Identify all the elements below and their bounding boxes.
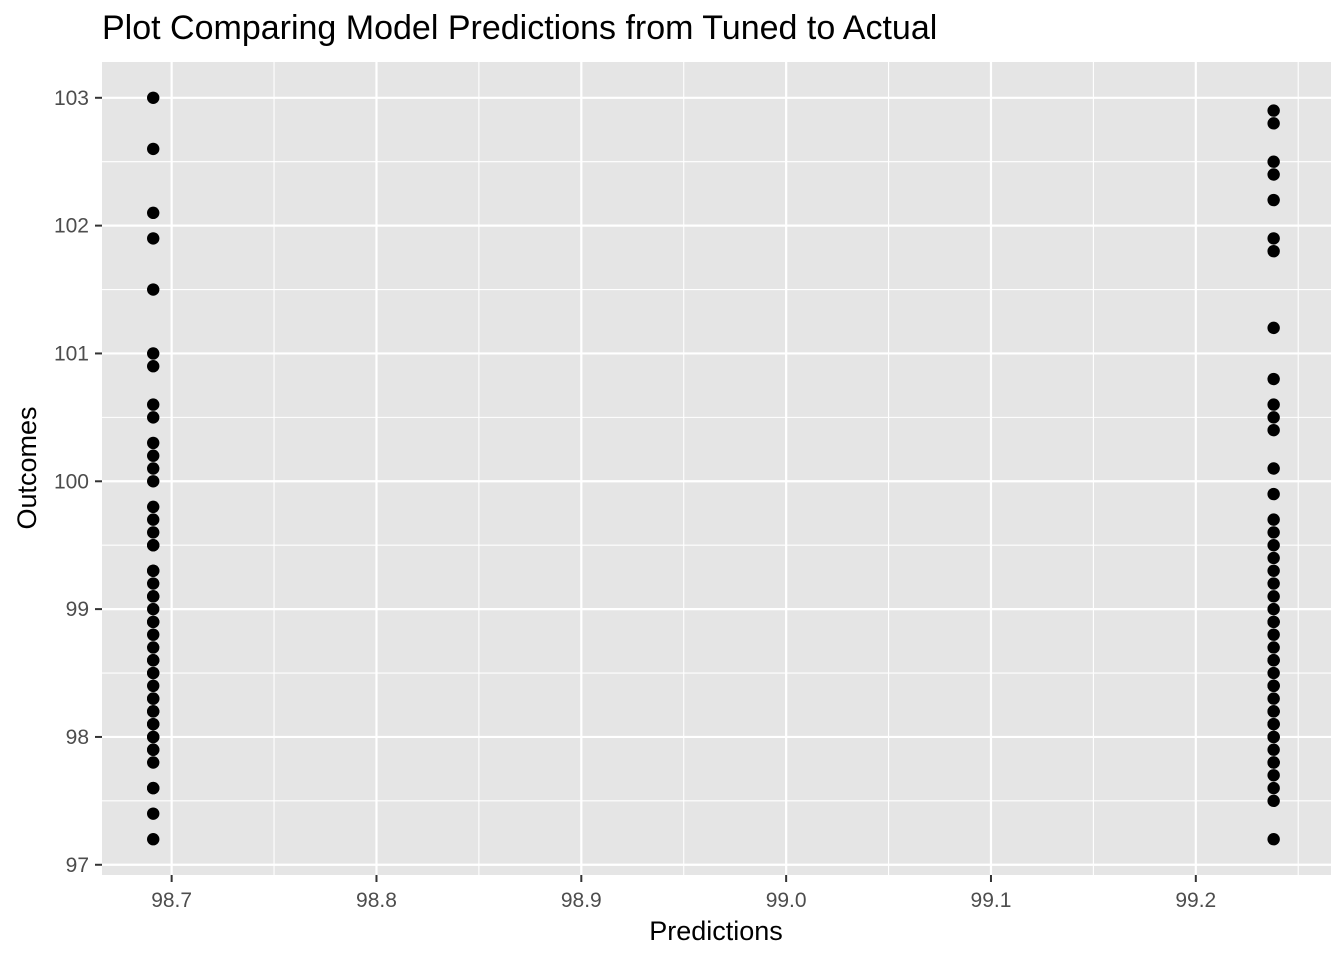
data-point-0-65 [1267, 551, 1280, 565]
data-point-0-0 [147, 91, 160, 104]
data-point-0-1 [147, 142, 160, 156]
chart-title: Plot Comparing Model Predictions from Tu… [102, 9, 937, 47]
data-point-0-4 [147, 283, 160, 296]
data-point-0-74 [1267, 666, 1280, 680]
data-point-0-92 [1267, 730, 1280, 744]
data-point-0-22 [147, 628, 160, 641]
data-point-0-53 [1267, 232, 1280, 245]
data-point-0-62 [1267, 513, 1280, 526]
data-point-0-69 [1267, 602, 1280, 616]
data-point-0-8 [147, 411, 160, 424]
data-point-0-57 [1267, 398, 1280, 411]
data-point-0-72 [1267, 641, 1280, 654]
data-point-0-38 [147, 590, 160, 603]
data-point-0-11 [147, 462, 160, 475]
data-point-0-51 [1267, 168, 1280, 181]
data-point-0-54 [1267, 244, 1280, 258]
data-point-0-84 [1267, 794, 1280, 808]
data-point-0-6 [147, 360, 160, 373]
data-point-0-26 [147, 679, 160, 693]
x-axis-title: Predictions [649, 916, 783, 946]
y-tick-label-4: 101 [54, 342, 89, 365]
data-point-0-2 [147, 206, 160, 220]
x-tick-label-2: 98.9 [561, 889, 602, 912]
data-point-0-89 [1267, 705, 1280, 718]
data-point-0-67 [1267, 577, 1280, 590]
data-point-0-64 [1267, 538, 1280, 552]
minor-grid-lines [102, 62, 1331, 875]
data-point-0-14 [147, 513, 160, 526]
data-point-0-15 [147, 526, 160, 539]
plot-panel [102, 62, 1331, 875]
data-point-0-87 [1267, 654, 1280, 667]
data-point-0-48 [1267, 104, 1280, 117]
y-tick-label-2: 99 [66, 598, 89, 621]
data-point-0-91 [1267, 756, 1280, 769]
data-point-0-42 [147, 692, 160, 705]
data-point-0-35 [147, 833, 160, 846]
data-points [147, 91, 1280, 846]
y-tick-label-6: 103 [54, 87, 89, 110]
y-tick-label-1: 98 [66, 726, 89, 749]
x-tick-label-4: 99.1 [971, 889, 1012, 912]
data-point-0-12 [147, 475, 160, 488]
data-point-0-85 [1267, 833, 1280, 846]
data-point-0-90 [1267, 717, 1280, 731]
data-point-0-60 [1267, 462, 1280, 475]
data-point-0-10 [147, 449, 160, 462]
data-point-0-46 [147, 743, 160, 756]
data-point-0-66 [1267, 564, 1280, 577]
x-axis-ticks: 98.7 98.8 98.9 99.0 99.1 99.2 [151, 875, 1216, 912]
data-point-0-68 [1267, 590, 1280, 603]
data-point-0-58 [1267, 411, 1280, 424]
data-point-0-18 [147, 577, 160, 590]
data-point-0-7 [147, 398, 160, 411]
data-point-0-45 [147, 730, 160, 744]
data-point-0-86 [1267, 615, 1280, 629]
data-point-0-49 [1267, 117, 1280, 130]
data-point-0-82 [1267, 769, 1280, 782]
data-point-0-3 [147, 232, 160, 245]
y-tick-label-0: 97 [66, 854, 89, 877]
x-tick-label-1: 98.8 [356, 889, 397, 912]
data-point-0-20 [147, 602, 160, 616]
y-tick-label-3: 100 [54, 470, 89, 493]
data-point-0-44 [147, 717, 160, 731]
data-point-0-5 [147, 347, 160, 360]
data-point-0-88 [1267, 679, 1280, 693]
data-point-0-39 [147, 615, 160, 629]
data-point-0-55 [1267, 321, 1280, 335]
data-point-0-76 [1267, 692, 1280, 705]
data-point-0-37 [147, 564, 160, 577]
data-point-0-23 [147, 641, 160, 654]
data-point-0-71 [1267, 628, 1280, 641]
data-point-0-50 [1267, 155, 1280, 168]
data-point-0-36 [147, 538, 160, 552]
data-point-0-34 [147, 807, 160, 820]
y-axis-ticks: 97 98 99 100 101 102 103 [54, 87, 102, 877]
data-point-0-83 [1267, 781, 1280, 795]
data-point-0-59 [1267, 423, 1280, 437]
data-point-0-32 [147, 756, 160, 769]
y-axis-title: Outcomes [12, 406, 42, 529]
data-point-0-47 [147, 781, 160, 795]
data-point-0-80 [1267, 743, 1280, 756]
x-tick-label-5: 99.2 [1175, 889, 1216, 912]
x-tick-label-0: 98.7 [151, 889, 192, 912]
y-tick-label-5: 102 [54, 215, 89, 238]
data-point-0-9 [147, 436, 160, 450]
data-point-0-56 [1267, 372, 1280, 386]
data-point-0-52 [1267, 193, 1280, 207]
data-point-0-13 [147, 500, 160, 514]
data-point-0-61 [1267, 487, 1280, 501]
data-point-0-63 [1267, 526, 1280, 539]
data-point-0-43 [147, 705, 160, 718]
x-tick-label-3: 99.0 [766, 889, 807, 912]
data-point-0-41 [147, 666, 160, 680]
data-point-0-40 [147, 654, 160, 667]
major-grid-lines [102, 62, 1331, 875]
